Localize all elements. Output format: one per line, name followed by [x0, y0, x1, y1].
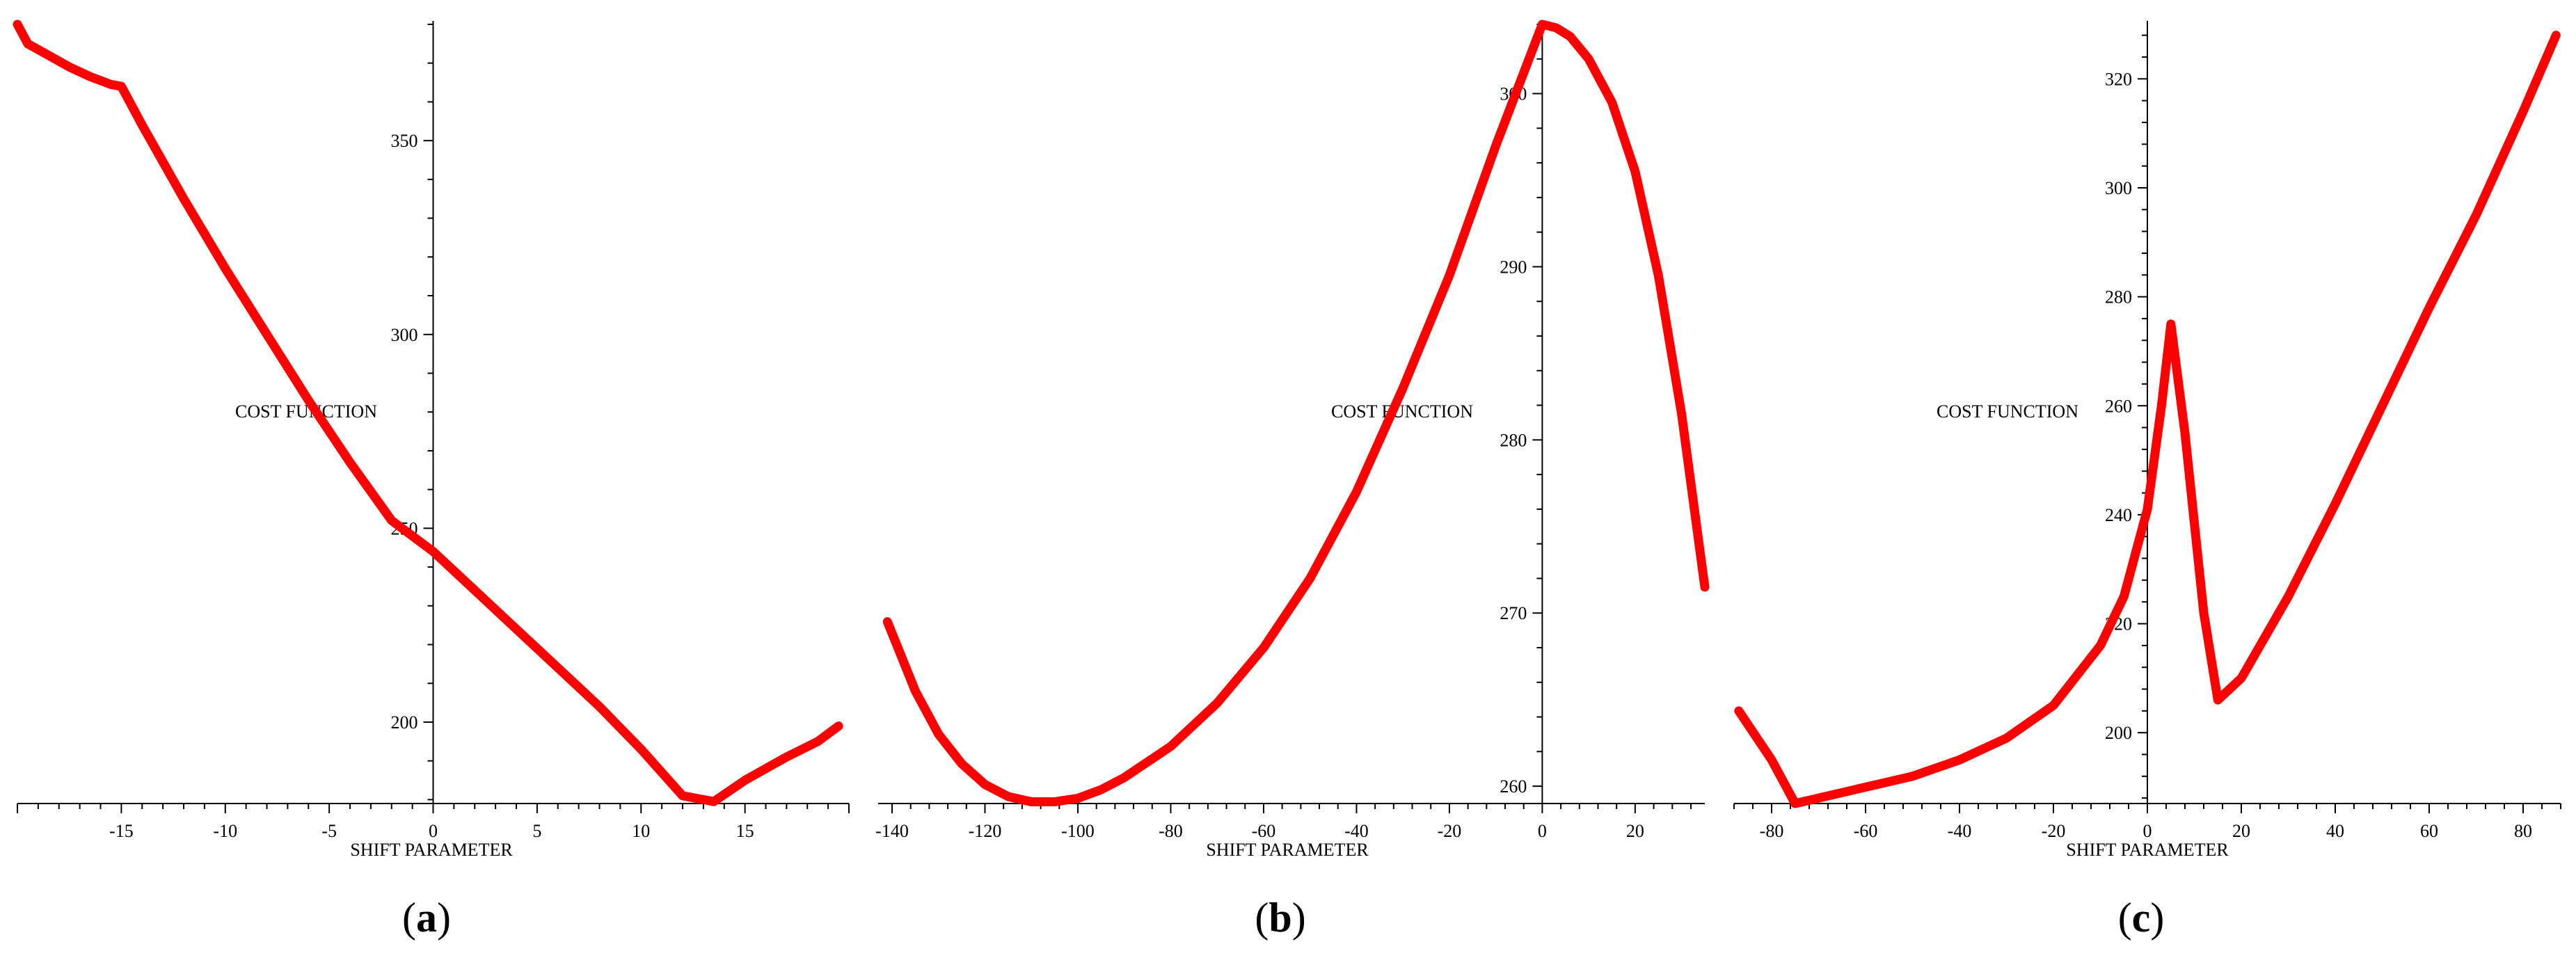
- panel-a-x-tick-label: 15: [736, 821, 754, 841]
- panel-c-y-tick-label: 280: [2105, 287, 2132, 307]
- panel-c-x-tick-label: -80: [1760, 821, 1784, 841]
- panel-b-x-axis-label: SHIFT PARAMETER: [1206, 840, 1369, 860]
- panel-b-y-axis-label: COST FUNCTION: [1331, 401, 1473, 422]
- caption-c-letter: c: [2131, 895, 2151, 941]
- panel-b-x-tick-label: -80: [1159, 821, 1183, 841]
- panel-b-x-tick-label: 0: [1538, 821, 1547, 841]
- panel-c-x-tick-label: 80: [2514, 821, 2532, 841]
- panel-a-x-tick-label: -5: [321, 821, 337, 841]
- panel-c-y-tick-label: 200: [2105, 723, 2132, 743]
- panel-a-x-tick-label: 0: [429, 821, 438, 841]
- panel-c-x-tick-label: 20: [2232, 821, 2250, 841]
- panel-b-x-tick-label: -60: [1252, 821, 1276, 841]
- panel-c-x-tick-label: 40: [2326, 821, 2344, 841]
- panel-a-series-line-0: [13, 19, 843, 806]
- panel-b-x-tick-label: -40: [1344, 821, 1369, 841]
- panel-c-x-tick-label: -60: [1854, 821, 1878, 841]
- panel-a-y-tick-label: 350: [391, 131, 418, 151]
- panel-b-x-tick-label: -20: [1438, 821, 1462, 841]
- panel-c-x-tick-label: -40: [1948, 821, 1972, 841]
- panel-c-y-tick-label: 240: [2105, 505, 2132, 525]
- panel-b-series-line-0: [882, 19, 1710, 806]
- panel-b-x-tick-label: -140: [875, 821, 909, 841]
- caption-a-letter: a: [416, 895, 437, 941]
- caption-b: (b): [1255, 895, 1306, 941]
- panel-b-x-tick-label: -100: [1061, 821, 1095, 841]
- panel-c-y-axis-label: COST FUNCTION: [1937, 401, 2078, 422]
- caption-b-letter: b: [1269, 895, 1292, 941]
- panel-a-x-tick-label: -10: [213, 821, 237, 841]
- panel-a-y-tick-label: 300: [391, 325, 418, 345]
- panel-a-x-tick-label: -15: [109, 821, 134, 841]
- caption-a: (a): [402, 895, 451, 941]
- panel-b-y-tick-label: 290: [1500, 257, 1527, 277]
- panel-b-x-tick-label: 20: [1626, 821, 1644, 841]
- panel-c-x-tick-label: 0: [2143, 821, 2152, 841]
- panel-c-y-tick-label: 300: [2105, 178, 2132, 198]
- panel-b-y-tick-label: 270: [1500, 603, 1527, 623]
- panel-c-x-tick-label: 60: [2420, 821, 2438, 841]
- panel-a-y-tick-label: 200: [391, 712, 418, 733]
- panel-b-y-tick-label: 260: [1500, 776, 1527, 797]
- panel-c-x-tick-label: -20: [2042, 821, 2066, 841]
- caption-c: (c): [2117, 895, 2165, 941]
- panel-c-y-tick-label: 320: [2105, 69, 2132, 89]
- panel-c-y-tick-label: 260: [2105, 396, 2132, 416]
- panel-b-y-tick-label: 280: [1500, 430, 1527, 450]
- panel-a-x-tick-label: 5: [532, 821, 541, 841]
- panel-c-series-line-0: [1734, 31, 2561, 808]
- panel-a-x-tick-label: 10: [632, 821, 650, 841]
- panel-a-x-axis-label: SHIFT PARAMETER: [350, 840, 513, 860]
- panel-c-x-axis-label: SHIFT PARAMETER: [2066, 840, 2229, 860]
- panel-b-x-tick-label: -120: [969, 821, 1002, 841]
